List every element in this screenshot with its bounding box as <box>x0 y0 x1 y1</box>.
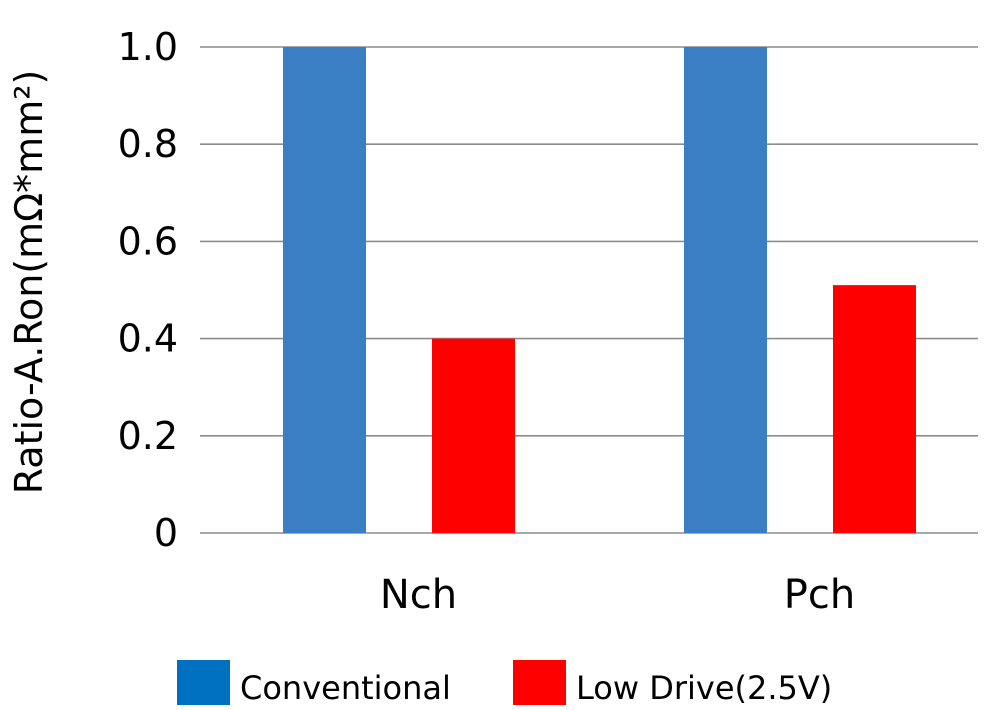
category-label: Pch <box>784 572 855 618</box>
y-axis-label: Ratio-A.Ron(mΩ*mm²) <box>7 70 51 495</box>
bar-pch-conventional <box>684 47 767 533</box>
bar-nch-low-drive <box>432 338 515 533</box>
y-tick-label: 0.6 <box>118 219 178 263</box>
y-tick-label: 0.8 <box>118 122 178 166</box>
legend-label: Low Drive(2.5V) <box>576 669 832 707</box>
bars <box>283 47 916 533</box>
category-labels: Nch Pch <box>380 572 855 618</box>
y-tick-label: 1.0 <box>118 25 178 69</box>
legend-swatch <box>513 660 566 705</box>
legend-swatch <box>177 660 230 705</box>
y-tick-labels: 0 0.2 0.4 0.6 0.8 1.0 <box>118 25 178 555</box>
y-tick-label: 0.4 <box>118 317 178 361</box>
y-tick-label: 0.2 <box>118 414 178 458</box>
category-label: Nch <box>380 572 457 618</box>
legend-label: Conventional <box>240 669 451 707</box>
legend: Conventional Low Drive(2.5V) <box>177 660 832 707</box>
y-tick-label: 0 <box>154 511 178 555</box>
bar-nch-conventional <box>283 47 366 533</box>
bar-pch-low-drive <box>833 285 916 533</box>
